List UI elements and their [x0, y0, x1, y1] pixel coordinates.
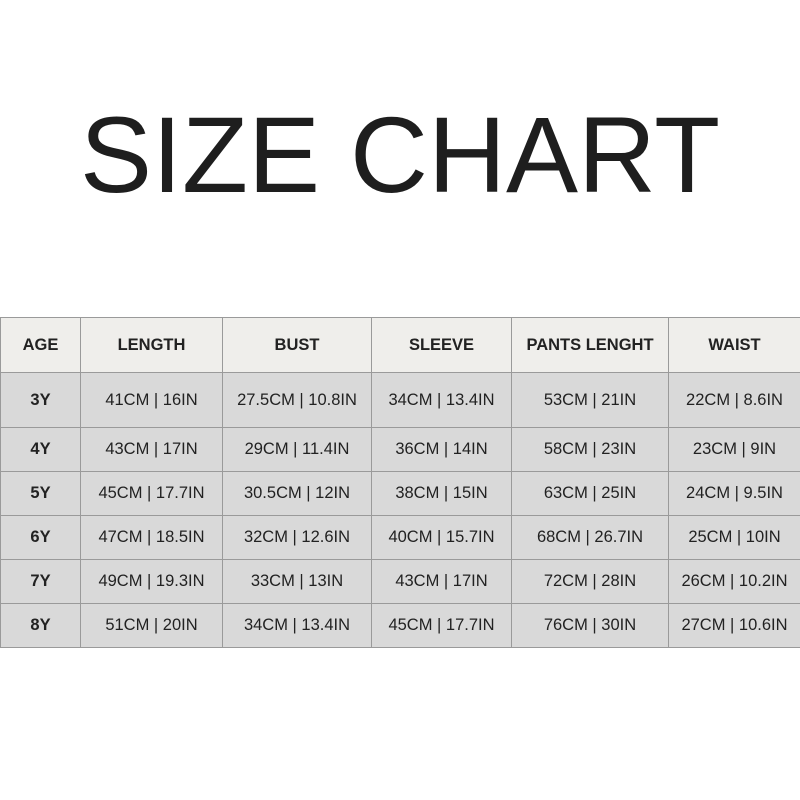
size-table: AGE LENGTH BUST SLEEVE PANTS LENGHT WAIST 3Y 4…: [0, 317, 800, 648]
size-cell: 27CM | 10.6IN: [668, 603, 800, 648]
size-cell: 36CM | 14IN: [371, 427, 512, 472]
size-cell: 24CM | 9.5IN: [668, 471, 800, 516]
header-cell: BUST: [222, 317, 372, 373]
size-cell: 32CM | 12.6IN: [222, 515, 372, 560]
size-cell: 25CM | 10IN: [668, 515, 800, 560]
size-cell: 22CM | 8.6IN: [668, 372, 800, 428]
size-cell: 30.5CM | 12IN: [222, 471, 372, 516]
age-cell: 7Y: [0, 559, 81, 604]
size-cell: 43CM | 17IN: [371, 559, 512, 604]
size-cell: 43CM | 17IN: [80, 427, 223, 472]
size-cell: 38CM | 15IN: [371, 471, 512, 516]
table-header: AGE LENGTH BUST SLEEVE PANTS LENGHT WAIST: [0, 317, 800, 373]
table-row: 7Y 49CM | 19.3IN 33CM | 13IN 43CM | 17IN 72C…: [0, 559, 800, 604]
table-row: 6Y 47CM | 18.5IN 32CM | 12.6IN 40CM | 15.7I…: [0, 515, 800, 560]
age-cell: 6Y: [0, 515, 81, 560]
size-cell: 41CM | 16IN: [80, 372, 223, 428]
size-cell: 23CM | 9IN: [668, 427, 800, 472]
header-cell: AGE: [0, 317, 81, 373]
table-row: 8Y 51CM | 20IN 34CM | 13.4IN 45CM | 17.7IN 7…: [0, 603, 800, 648]
size-cell: 68CM | 26.7IN: [511, 515, 669, 560]
size-cell: 53CM | 21IN: [511, 372, 669, 428]
size-cell: 34CM | 13.4IN: [222, 603, 372, 648]
header-cell: WAIST: [668, 317, 800, 373]
size-cell: 45CM | 17.7IN: [371, 603, 512, 648]
size-cell: 49CM | 19.3IN: [80, 559, 223, 604]
size-cell: 26CM | 10.2IN: [668, 559, 800, 604]
size-cell: 51CM | 20IN: [80, 603, 223, 648]
size-cell: 40CM | 15.7IN: [371, 515, 512, 560]
size-cell: 76CM | 30IN: [511, 603, 669, 648]
table-row: 5Y 45CM | 17.7IN 30.5CM | 12IN 38CM | 15IN 6…: [0, 471, 800, 516]
size-cell: 63CM | 25IN: [511, 471, 669, 516]
table-row: 3Y 41CM | 16IN 27.5CM | 10.8IN 34CM | 13.4I…: [0, 372, 800, 428]
size-cell: 34CM | 13.4IN: [371, 372, 512, 428]
header-cell: LENGTH: [80, 317, 223, 373]
size-cell: 58CM | 23IN: [511, 427, 669, 472]
age-cell: 4Y: [0, 427, 81, 472]
table-row: 4Y 43CM | 17IN 29CM | 11.4IN 36CM | 14IN 58C…: [0, 427, 800, 472]
table-body: 3Y 41CM | 16IN 27.5CM | 10.8IN 34CM | 13.4I…: [0, 372, 800, 648]
age-cell: 3Y: [0, 372, 81, 428]
size-cell: 47CM | 18.5IN: [80, 515, 223, 560]
size-cell: 27.5CM | 10.8IN: [222, 372, 372, 428]
size-cell: 45CM | 17.7IN: [80, 471, 223, 516]
size-cell: 72CM | 28IN: [511, 559, 669, 604]
age-cell: 8Y: [0, 603, 81, 648]
title: SIZE CHART: [79, 94, 721, 215]
header-cell: SLEEVE: [371, 317, 512, 373]
header-row: AGE LENGTH BUST SLEEVE PANTS LENGHT WAIST: [0, 317, 800, 373]
size-cell: 33CM | 13IN: [222, 559, 372, 604]
size-cell: 29CM | 11.4IN: [222, 427, 372, 472]
age-cell: 5Y: [0, 471, 81, 516]
header-cell: PANTS LENGHT: [511, 317, 669, 373]
